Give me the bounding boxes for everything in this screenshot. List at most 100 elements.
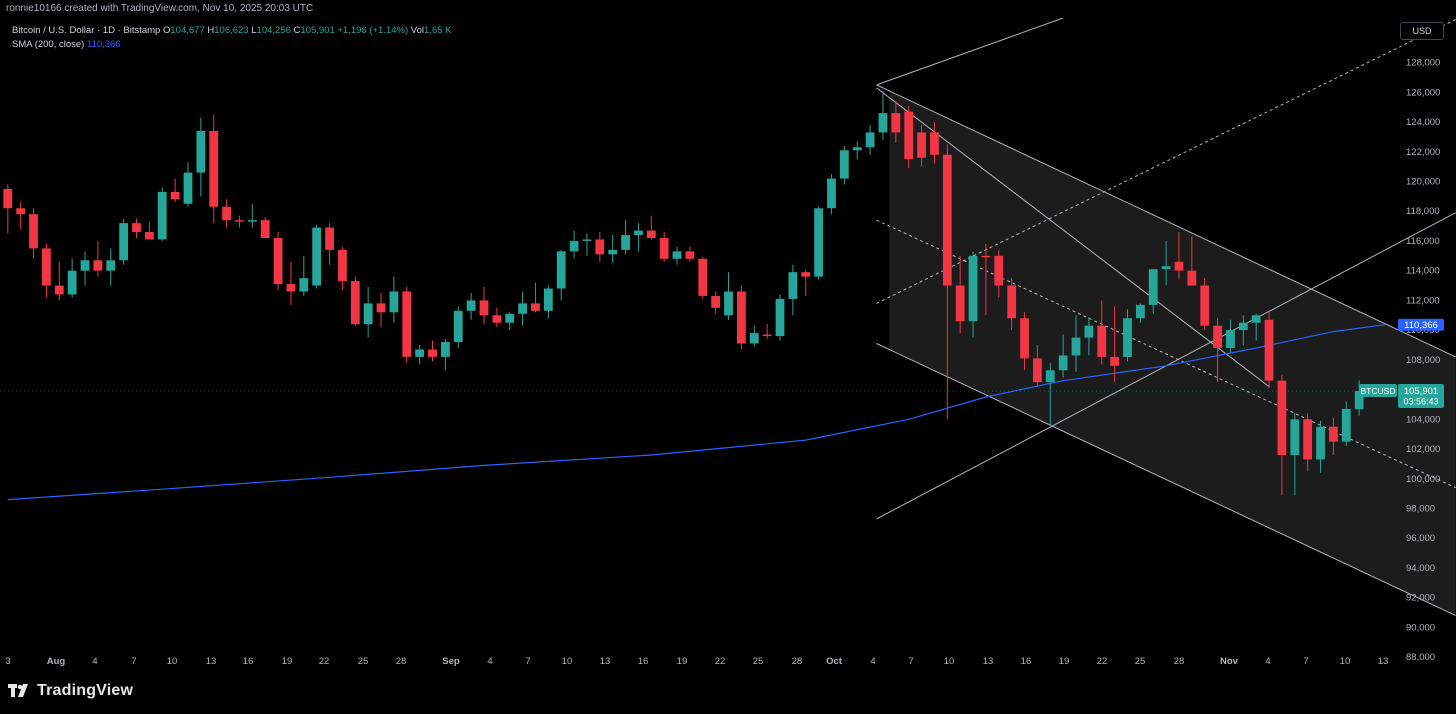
candle[interactable] bbox=[1123, 309, 1132, 362]
candle[interactable] bbox=[119, 218, 129, 265]
candle[interactable] bbox=[338, 246, 347, 291]
candle[interactable] bbox=[955, 255, 965, 334]
candle[interactable] bbox=[904, 105, 914, 169]
candle[interactable] bbox=[492, 307, 502, 328]
candle[interactable] bbox=[1264, 312, 1274, 389]
candle[interactable] bbox=[852, 141, 862, 160]
candle[interactable] bbox=[157, 187, 167, 241]
candle[interactable] bbox=[196, 117, 206, 197]
candle[interactable] bbox=[1174, 232, 1184, 280]
candle[interactable] bbox=[582, 233, 592, 256]
trend-line[interactable] bbox=[876, 87, 1270, 388]
channel-0[interactable] bbox=[876, 84, 1456, 616]
candle[interactable] bbox=[1341, 401, 1351, 447]
candle[interactable] bbox=[222, 199, 231, 228]
candle[interactable] bbox=[209, 114, 219, 224]
candle[interactable] bbox=[749, 325, 759, 347]
channel-line-lower[interactable] bbox=[876, 343, 1456, 616]
candle[interactable] bbox=[1097, 300, 1107, 365]
candle[interactable] bbox=[1148, 269, 1158, 314]
candle[interactable] bbox=[775, 294, 785, 341]
candle[interactable] bbox=[80, 251, 90, 286]
sma-line[interactable] bbox=[7, 324, 1385, 501]
channel-line-upper[interactable] bbox=[876, 18, 1064, 86]
candle[interactable] bbox=[376, 292, 386, 328]
price-chart[interactable]: 130,000128,000126,000124,000122,000120,0… bbox=[0, 18, 1456, 672]
candle[interactable] bbox=[505, 312, 515, 331]
candle[interactable] bbox=[634, 223, 643, 252]
candle[interactable] bbox=[1058, 334, 1068, 378]
candle[interactable] bbox=[994, 249, 1004, 298]
candle[interactable] bbox=[1187, 236, 1197, 286]
candle[interactable] bbox=[1135, 303, 1145, 323]
candle[interactable] bbox=[621, 220, 630, 255]
candle[interactable] bbox=[878, 90, 888, 140]
candle[interactable] bbox=[312, 224, 322, 289]
candle[interactable] bbox=[286, 261, 296, 305]
candle[interactable] bbox=[891, 101, 901, 143]
candle[interactable] bbox=[736, 285, 746, 350]
candle[interactable] bbox=[1161, 240, 1171, 286]
sma-price-tag[interactable] bbox=[1398, 318, 1444, 331]
candle[interactable] bbox=[1277, 374, 1287, 496]
candle[interactable] bbox=[1084, 316, 1094, 356]
candle[interactable] bbox=[466, 292, 476, 320]
candle[interactable] bbox=[698, 257, 708, 299]
candle[interactable] bbox=[801, 269, 811, 296]
candle[interactable] bbox=[363, 287, 373, 338]
candle[interactable] bbox=[54, 261, 64, 301]
candle[interactable] bbox=[440, 339, 450, 371]
candle[interactable] bbox=[415, 345, 425, 365]
candle[interactable] bbox=[325, 223, 334, 265]
candle[interactable] bbox=[724, 272, 733, 320]
candle[interactable] bbox=[942, 144, 952, 420]
candle[interactable] bbox=[981, 243, 991, 316]
candle[interactable] bbox=[1020, 312, 1029, 371]
candle[interactable] bbox=[659, 232, 669, 262]
candle[interactable] bbox=[93, 240, 103, 277]
candle[interactable] bbox=[839, 145, 849, 185]
candle[interactable] bbox=[543, 285, 553, 319]
symbol-tag[interactable] bbox=[1359, 384, 1397, 398]
candle[interactable] bbox=[1213, 318, 1222, 383]
candle[interactable] bbox=[1007, 278, 1017, 331]
candle[interactable] bbox=[67, 258, 77, 298]
symbol-name[interactable]: Bitcoin / U.S. Dollar · 1D · Bitstamp bbox=[12, 25, 161, 36]
candle[interactable] bbox=[260, 217, 270, 238]
candle[interactable] bbox=[685, 246, 695, 262]
candle[interactable] bbox=[930, 122, 939, 164]
candle[interactable] bbox=[479, 287, 489, 325]
candle[interactable] bbox=[608, 235, 618, 264]
candle[interactable] bbox=[827, 174, 836, 215]
channel-line-upper[interactable] bbox=[876, 84, 1456, 358]
candle[interactable] bbox=[350, 276, 360, 326]
candle[interactable] bbox=[711, 291, 721, 314]
candle[interactable] bbox=[1033, 345, 1042, 387]
candle[interactable] bbox=[968, 251, 978, 338]
channel-line-mid_dashed[interactable] bbox=[876, 219, 1456, 489]
candle[interactable] bbox=[16, 202, 26, 230]
candle[interactable] bbox=[1251, 313, 1261, 341]
candle[interactable] bbox=[672, 246, 682, 265]
candle[interactable] bbox=[762, 324, 772, 340]
candle[interactable] bbox=[170, 178, 180, 203]
candle[interactable] bbox=[29, 208, 38, 259]
candle[interactable] bbox=[183, 162, 193, 207]
candle[interactable] bbox=[556, 249, 566, 301]
candle[interactable] bbox=[917, 125, 926, 167]
candle[interactable] bbox=[299, 255, 309, 296]
candle[interactable] bbox=[247, 203, 257, 228]
candle[interactable] bbox=[3, 184, 13, 234]
candle[interactable] bbox=[273, 232, 283, 291]
candle[interactable] bbox=[569, 230, 579, 259]
candle[interactable] bbox=[132, 218, 141, 238]
tradingview-logo[interactable]: TradingView bbox=[8, 682, 133, 700]
candle[interactable] bbox=[1329, 417, 1338, 455]
candle[interactable] bbox=[1071, 315, 1081, 372]
candle[interactable] bbox=[646, 215, 656, 240]
candle[interactable] bbox=[453, 306, 463, 348]
candle[interactable] bbox=[518, 291, 527, 326]
candle[interactable] bbox=[531, 282, 540, 313]
candle[interactable] bbox=[814, 206, 824, 280]
candle[interactable] bbox=[865, 125, 875, 155]
